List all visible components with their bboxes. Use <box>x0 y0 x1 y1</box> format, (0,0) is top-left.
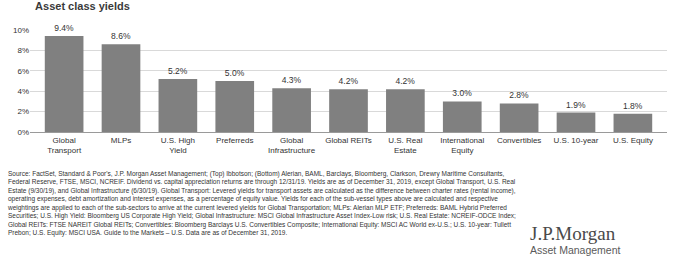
svg-text:4.2%: 4.2% <box>339 76 359 86</box>
html-text:Asset Management: Asset Management <box>530 244 621 257</box>
svg-text:1.8%: 1.8% <box>623 101 643 111</box>
svg-text:6%: 6% <box>17 67 29 76</box>
svg-text:U.S. Equity: U.S. Equity <box>613 136 653 145</box>
svg-text:4%: 4% <box>17 87 29 96</box>
svg-text:MLPs: MLPs <box>111 136 131 145</box>
svg-text:Preferreds: Preferreds <box>216 136 253 145</box>
svg-text:GlobalTransport: GlobalTransport <box>47 136 82 155</box>
svg-text:9.4%: 9.4% <box>54 23 74 33</box>
svg-text:10%: 10% <box>13 26 29 35</box>
svg-text:4.2%: 4.2% <box>395 76 415 86</box>
svg-text:U.S. 10-year: U.S. 10-year <box>554 136 599 145</box>
svg-text:0%: 0% <box>17 128 29 137</box>
svg-text:U.S. HighYield: U.S. HighYield <box>161 136 195 155</box>
svg-text:5.2%: 5.2% <box>168 66 188 76</box>
svg-text:3.0%: 3.0% <box>452 88 472 98</box>
svg-text:Asset class yields: Asset class yields <box>35 0 130 12</box>
svg-text:2.8%: 2.8% <box>509 90 529 100</box>
svg-text:GlobalInfrastructure: GlobalInfrastructure <box>268 136 316 155</box>
svg-text:InternationalEquity: InternationalEquity <box>440 136 484 155</box>
svg-text:8.6%: 8.6% <box>111 31 131 41</box>
svg-text:Convertibles: Convertibles <box>497 136 541 145</box>
svg-text:2%: 2% <box>17 107 29 116</box>
svg-text:Global REITs: Global REITs <box>325 136 372 145</box>
svg-text:5.0%: 5.0% <box>225 68 245 78</box>
svg-text:1.9%: 1.9% <box>566 100 586 110</box>
html-text:Source: FactSet, Standard & Po: Source: FactSet, Standard & Poor's, J.P.… <box>8 170 516 237</box>
svg-text:8%: 8% <box>17 46 29 55</box>
svg-text:4.3%: 4.3% <box>282 75 302 85</box>
svg-text:U.S. RealEstate: U.S. RealEstate <box>388 136 422 155</box>
html-text:J.P.Morgan: J.P.Morgan <box>530 223 616 245</box>
